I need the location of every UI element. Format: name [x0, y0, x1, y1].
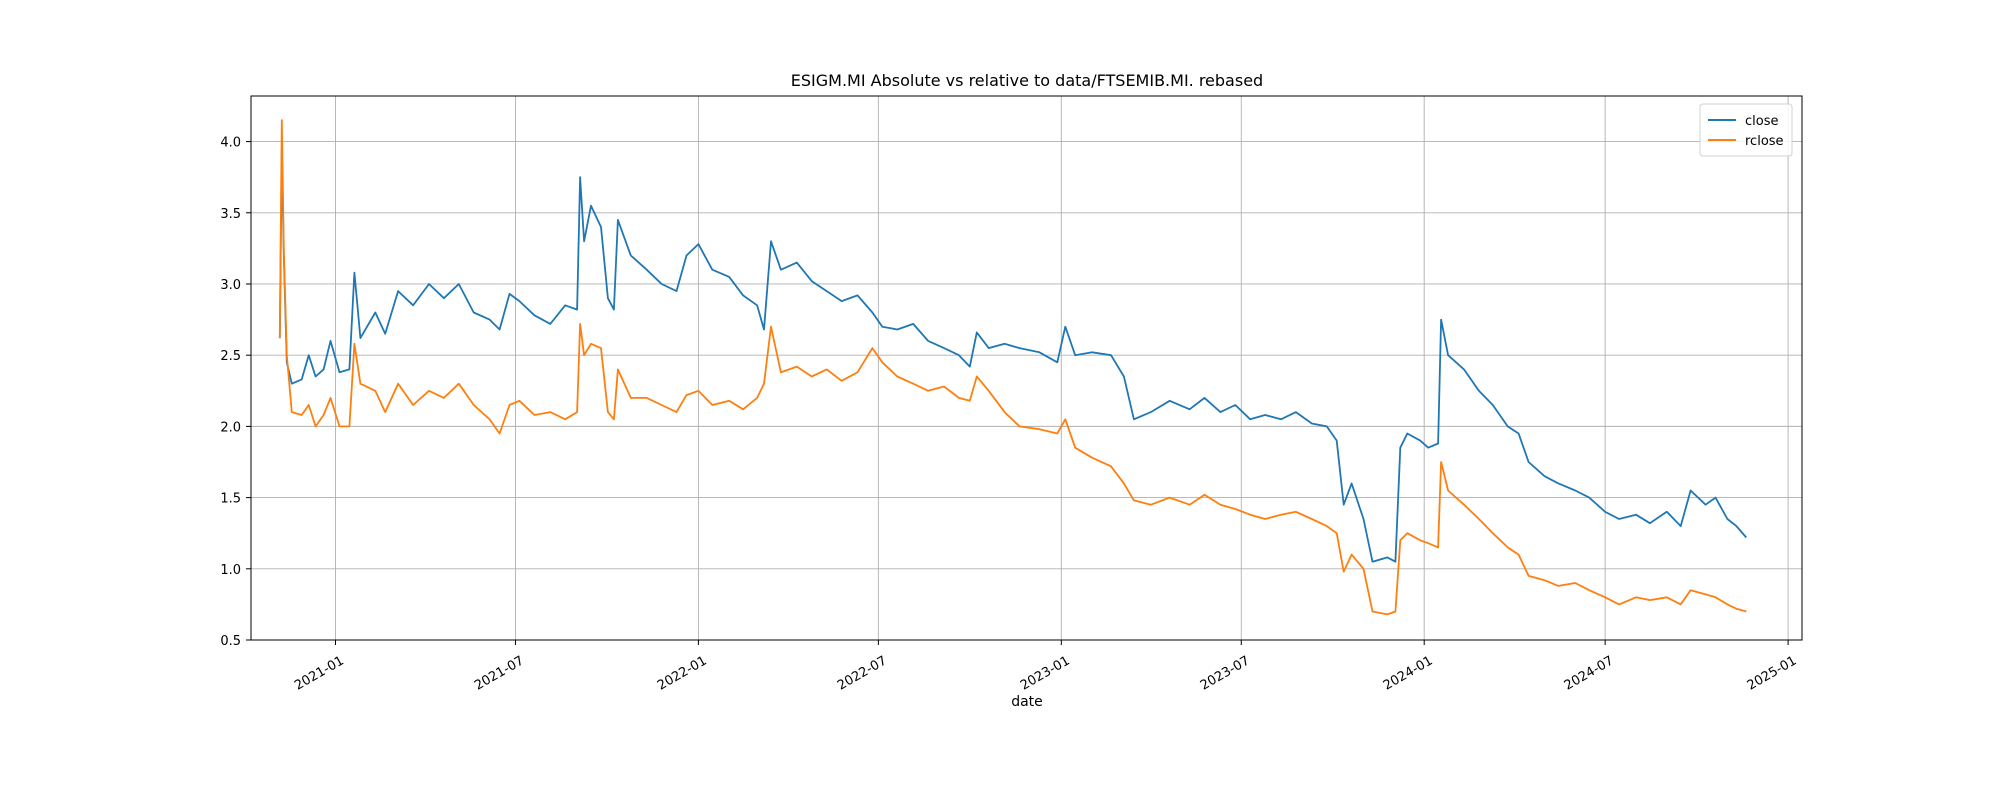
- y-tick-label: 2.5: [220, 349, 241, 364]
- y-tick-label: 3.0: [220, 278, 241, 293]
- axes-frame: [250, 95, 1803, 641]
- y-tick-label: 2.0: [220, 420, 241, 435]
- legend-label-close: close: [1745, 114, 1778, 129]
- y-tick-label: 1.0: [220, 563, 241, 578]
- y-tick-label: 0.5: [220, 634, 241, 649]
- grid-lines: [251, 96, 1802, 641]
- legend: close rclose: [1699, 103, 1793, 157]
- y-tick-label: 1.5: [220, 492, 241, 507]
- plot-series: [278, 119, 1747, 616]
- series-line-close: [278, 147, 1747, 563]
- series-line-rclose: [278, 119, 1747, 616]
- legend-label-rclose: rclose: [1745, 134, 1784, 149]
- legend-frame: [1699, 103, 1793, 157]
- y-tick-label: 3.5: [220, 207, 241, 222]
- x-axis-label: date: [1011, 694, 1043, 710]
- chart-title: ESIGM.MI Absolute vs relative to data/FT…: [791, 71, 1263, 90]
- y-tick-label: 4.0: [220, 136, 241, 151]
